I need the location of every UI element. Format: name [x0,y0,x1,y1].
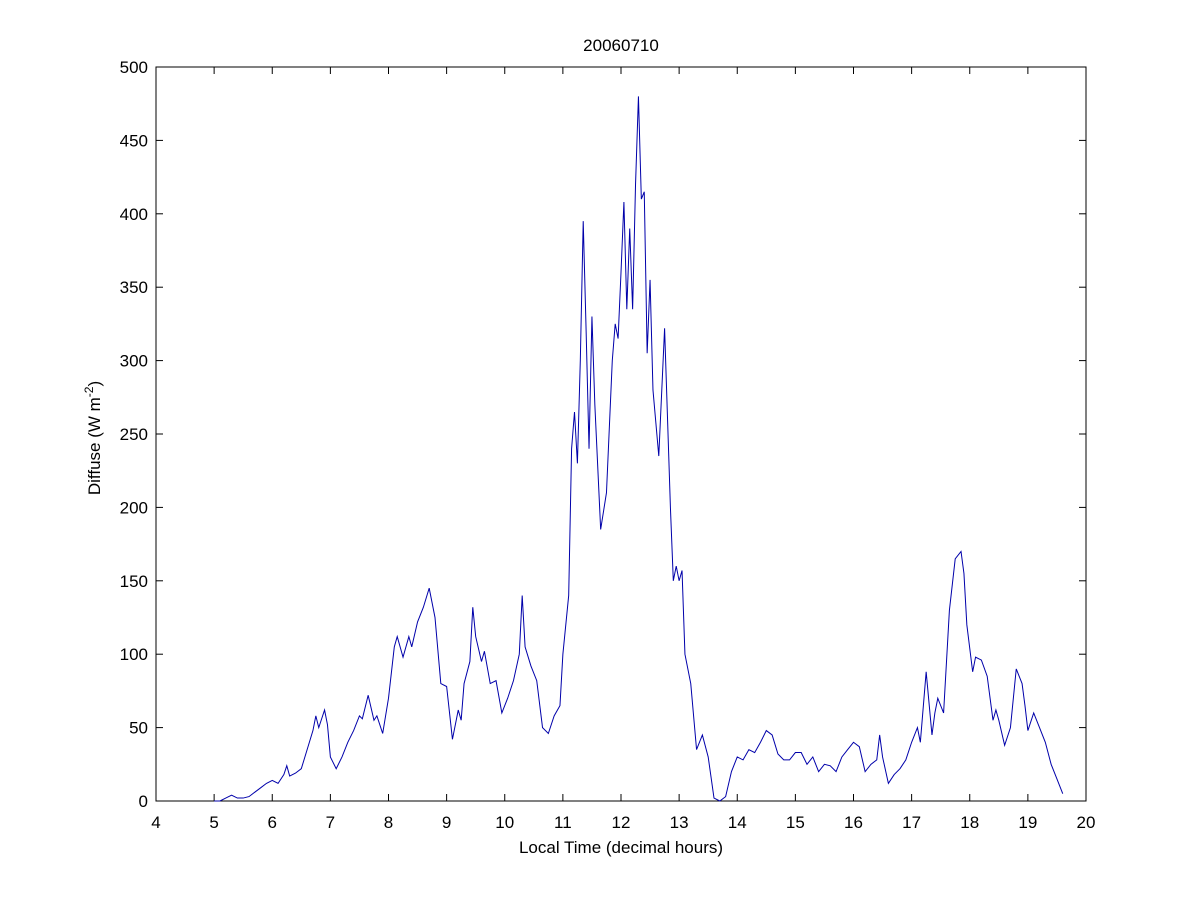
x-axis-label: Local Time (decimal hours) [519,838,723,857]
y-tick-label: 0 [139,792,148,811]
y-tick-label: 250 [120,425,148,444]
x-tick-label: 12 [612,813,631,832]
y-tick-label: 400 [120,205,148,224]
x-tick-label: 7 [326,813,335,832]
x-tick-label: 16 [844,813,863,832]
y-tick-label: 50 [129,719,148,738]
y-tick-label: 100 [120,645,148,664]
y-tick-label: 150 [120,572,148,591]
y-tick-label: 350 [120,278,148,297]
x-tick-label: 18 [960,813,979,832]
y-tick-label: 500 [120,58,148,77]
x-tick-label: 14 [728,813,747,832]
x-tick-label: 11 [554,813,572,832]
x-tick-label: 6 [268,813,277,832]
y-tick-label: 200 [120,498,148,517]
data-line [214,96,1064,802]
chart-title: 20060710 [583,36,659,55]
y-tick-label: 300 [120,352,148,371]
x-tick-label: 19 [1018,813,1037,832]
y-label-sup: -2 [82,386,96,397]
y-label-end: ) [85,381,104,387]
x-tick-label: 13 [670,813,689,832]
x-tick-label: 4 [151,813,160,832]
x-tick-label: 8 [384,813,393,832]
x-tick-label: 15 [786,813,805,832]
y-tick-label: 450 [120,131,148,150]
x-tick-label: 9 [442,813,451,832]
x-tick-label: 10 [495,813,514,832]
x-tick-label: 5 [209,813,218,832]
y-axis-label: Diffuse (W m-2) [82,381,104,495]
x-tick-label: 17 [902,813,921,832]
x-tick-label: 20 [1077,813,1096,832]
y-label-text: Diffuse (W m [85,397,104,495]
